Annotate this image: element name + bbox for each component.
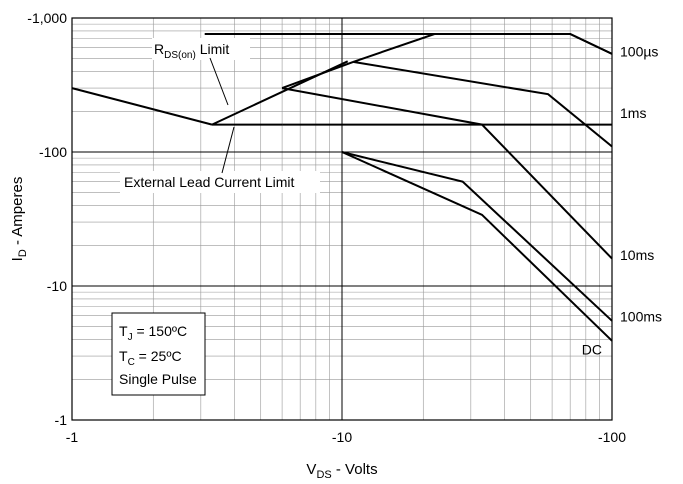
tc-label: TC = 25ºC bbox=[119, 348, 182, 368]
tj-label: TJ = 150ºC bbox=[119, 323, 187, 343]
ext-label-bg bbox=[120, 171, 320, 193]
x-tick-label: -100 bbox=[598, 429, 626, 445]
y-axis-title: ID - Amperes bbox=[9, 177, 29, 262]
series-line-1ms bbox=[352, 33, 613, 63]
y-tick-label: -100 bbox=[39, 144, 67, 160]
plot-frame bbox=[71, 17, 613, 421]
series-line-10ms bbox=[353, 60, 613, 148]
tick-labels: -1 -10 -100 -1 -10 -100 -1,000 bbox=[27, 10, 626, 445]
series-lines bbox=[71, 33, 613, 342]
series-label: 100ms bbox=[620, 309, 662, 325]
conditions-box bbox=[111, 312, 206, 396]
series-labels: 100µs 1ms 10ms 100ms DC bbox=[582, 44, 662, 358]
series-line-8 bbox=[341, 151, 613, 342]
external-lead-leader bbox=[221, 126, 235, 174]
rds-limit-leader bbox=[209, 57, 229, 106]
series-label: 100µs bbox=[620, 44, 658, 60]
y-tick-label: -10 bbox=[47, 278, 67, 294]
x-tick-label: -10 bbox=[332, 429, 352, 445]
x-tick-label: -1 bbox=[66, 429, 79, 445]
series-line-DC bbox=[341, 151, 613, 322]
rds-limit-label: RDS(on) Limit bbox=[154, 41, 229, 61]
series-label: 1ms bbox=[620, 105, 646, 121]
series-label: 10ms bbox=[620, 247, 654, 263]
series-line-4 bbox=[281, 87, 613, 260]
external-lead-label: External Lead Current Limit bbox=[124, 174, 295, 190]
y-tick-label: -1,000 bbox=[27, 10, 67, 26]
x-axis-title: VDS - Volts bbox=[306, 461, 377, 481]
single-pulse-label: Single Pulse bbox=[119, 371, 197, 387]
rds-label-bg bbox=[152, 38, 250, 60]
series-line-5 bbox=[211, 60, 349, 126]
y-tick-label: -1 bbox=[55, 412, 68, 428]
series-line-7 bbox=[71, 87, 213, 126]
series-label: DC bbox=[582, 342, 602, 358]
